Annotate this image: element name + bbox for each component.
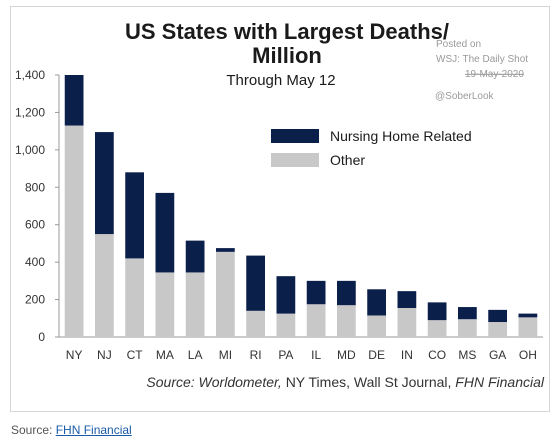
bar-ct-other: [125, 258, 145, 337]
bar-il-nursing-home-related: [306, 280, 326, 305]
bar-ri-nursing-home-related: [246, 255, 266, 311]
bar-ny-nursing-home-related: [64, 75, 84, 126]
legend-label-other: Other: [330, 152, 365, 168]
y-tick-label: 1,400: [15, 68, 45, 82]
bars: [64, 75, 538, 338]
bar-md-other: [336, 305, 356, 337]
x-tick-label: MD: [337, 348, 356, 362]
chart-title-line1: US States with Largest Deaths/: [125, 19, 449, 44]
x-tick-label: IL: [311, 348, 321, 362]
bar-la-other: [185, 272, 205, 337]
x-tick-label: GA: [489, 348, 506, 362]
bar-oh-nursing-home-related: [518, 313, 538, 318]
y-tick-label: 600: [25, 218, 45, 232]
x-tick-label: CT: [127, 348, 144, 362]
chart: US States with Largest Deaths/ Million T…: [15, 19, 545, 390]
y-tick-label: 1,200: [15, 105, 45, 119]
x-tick-label: PA: [278, 348, 293, 362]
x-tick-label: NJ: [97, 348, 112, 362]
bar-ga-other: [488, 322, 508, 337]
x-tick-label: CO: [428, 348, 446, 362]
bar-de-other: [367, 315, 387, 337]
bar-ri-other: [246, 310, 266, 337]
bar-md-nursing-home-related: [336, 280, 356, 306]
bar-in-nursing-home-related: [397, 291, 417, 308]
footer-source-link[interactable]: FHN Financial: [55, 423, 132, 437]
bar-nj-nursing-home-related: [94, 132, 114, 235]
bar-co-other: [427, 320, 447, 337]
x-tick-label: OH: [519, 348, 537, 362]
bar-il-other: [306, 304, 326, 337]
bar-ct-nursing-home-related: [125, 172, 145, 259]
bar-mi-nursing-home-related: [215, 248, 235, 252]
bar-ma-other: [155, 272, 175, 337]
y-tick-label: 800: [25, 180, 45, 194]
bar-de-nursing-home-related: [367, 289, 387, 316]
y-tick-label: 200: [25, 293, 45, 307]
footer-source-label: Source:: [11, 423, 53, 437]
legend-swatch-nursing-home: [271, 129, 319, 143]
watermark-date: 19-May-2020: [465, 69, 524, 80]
bar-in-other: [397, 307, 417, 337]
chart-subtitle: Through May 12: [226, 72, 335, 89]
chart-source-prefix: Source:: [146, 374, 194, 390]
bar-co-nursing-home-related: [427, 302, 447, 321]
watermark-handle: @SoberLook: [435, 91, 495, 102]
chart-frame: US States with Largest Deaths/ Million T…: [10, 6, 550, 412]
bar-ma-nursing-home-related: [155, 192, 175, 273]
x-tick-label: MI: [219, 348, 232, 362]
bar-ms-other: [457, 319, 477, 337]
x-tick-label: MA: [156, 348, 174, 362]
bar-la-nursing-home-related: [185, 240, 205, 273]
chart-source-note: Source: Worldometer, NY Times, Wall St J…: [146, 374, 544, 390]
bar-mi-other: [215, 251, 235, 337]
chart-source-part3: FHN Financial: [455, 374, 545, 390]
axes: 0 200 400 600 800 1,000 1,200 1,400 NY NJ CT MA LA MI…: [15, 68, 543, 362]
chart-source-part1: Worldometer,: [199, 374, 282, 390]
x-tick-label: LA: [188, 348, 203, 362]
y-tick-label: 0: [38, 330, 45, 344]
image-footer: Source: FHN Financial: [11, 423, 132, 437]
bar-oh-other: [518, 317, 538, 337]
bar-pa-other: [276, 313, 296, 337]
legend: Nursing Home Related Other: [271, 128, 472, 168]
x-tick-label: RI: [250, 348, 262, 362]
bar-nj-other: [94, 234, 114, 337]
legend-label-nursing-home: Nursing Home Related: [330, 128, 472, 144]
bar-ms-nursing-home-related: [457, 307, 477, 320]
x-tick-label: MS: [458, 348, 476, 362]
bar-pa-nursing-home-related: [276, 276, 296, 314]
y-tick-label: 400: [25, 255, 45, 269]
legend-swatch-other: [271, 153, 319, 167]
watermark-publication: WSJ: The Daily Shot: [436, 54, 528, 65]
watermark-posted-on: Posted on: [436, 39, 481, 50]
x-tick-label: NY: [66, 348, 83, 362]
bar-ga-nursing-home-related: [488, 309, 508, 323]
chart-source-part2: NY Times, Wall St Journal,: [286, 374, 452, 390]
chart-title-line2: Million: [252, 43, 322, 68]
x-tick-label: IN: [401, 348, 413, 362]
x-tick-label: DE: [368, 348, 385, 362]
y-tick-label: 1,000: [15, 143, 45, 157]
bar-ny-other: [64, 125, 84, 338]
